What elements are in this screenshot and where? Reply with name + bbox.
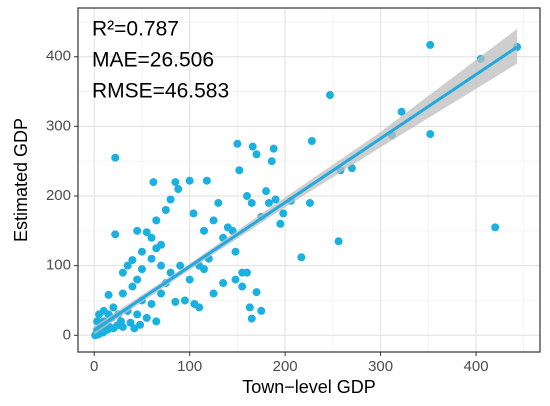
point [185, 176, 194, 185]
point [257, 306, 266, 315]
point [235, 166, 244, 175]
point [104, 290, 113, 299]
point [397, 107, 406, 116]
x-tick-label: 300 [368, 358, 393, 375]
point [231, 247, 240, 256]
x-tick-label: 0 [90, 358, 98, 375]
point [242, 192, 251, 201]
point [133, 275, 142, 284]
point [264, 198, 273, 207]
point [200, 226, 208, 235]
point [233, 139, 242, 148]
point [238, 282, 247, 291]
point [245, 303, 254, 312]
point [426, 130, 435, 139]
point [157, 240, 166, 249]
point [252, 150, 261, 159]
point [137, 265, 146, 274]
point [247, 314, 256, 323]
point [133, 310, 142, 319]
point [157, 261, 166, 270]
point [262, 187, 271, 196]
point [123, 261, 132, 270]
y-tick-label: 0 [63, 326, 71, 343]
point [130, 324, 139, 333]
point [195, 303, 204, 312]
point [219, 279, 228, 288]
point [269, 144, 278, 153]
point [99, 306, 108, 315]
point [152, 216, 161, 225]
point [271, 195, 280, 204]
point [209, 216, 218, 225]
annotation: MAE=26.506 [92, 49, 214, 72]
x-tick-label: 100 [177, 358, 202, 375]
point [118, 268, 127, 277]
panel-border [77, 7, 541, 353]
point [142, 313, 151, 322]
point [111, 230, 120, 239]
point [126, 318, 135, 327]
point [166, 195, 175, 204]
point [202, 176, 211, 185]
point [152, 317, 161, 326]
point [157, 289, 166, 298]
point [279, 209, 288, 218]
point [136, 320, 145, 329]
point [109, 303, 118, 312]
y-tick-label: 400 [46, 48, 71, 65]
fit-line [93, 45, 518, 332]
point [147, 233, 156, 242]
point [209, 289, 218, 298]
point [147, 299, 156, 308]
point [142, 228, 151, 237]
x-tick-label: 200 [273, 358, 298, 375]
point [118, 289, 127, 298]
x-axis-label: Town−level GDP [242, 377, 376, 397]
y-axis-label: Estimated GDP [11, 118, 31, 242]
point [267, 157, 276, 166]
annotation: R²=0.787 [92, 18, 179, 41]
point [426, 40, 435, 49]
x-tick-label: 400 [464, 358, 489, 375]
point [491, 223, 500, 232]
point [231, 275, 240, 284]
point [176, 261, 185, 270]
point [276, 219, 285, 228]
point [161, 205, 170, 214]
point [247, 198, 256, 207]
point [128, 256, 137, 265]
point [242, 268, 251, 277]
point [149, 178, 158, 187]
point [214, 198, 223, 207]
point [128, 282, 137, 291]
point [307, 137, 316, 146]
point [171, 178, 180, 187]
point [185, 275, 194, 284]
point [137, 247, 146, 256]
point [334, 237, 343, 246]
point [147, 254, 156, 263]
point [326, 91, 334, 100]
point [180, 296, 189, 305]
y-tick-label: 200 [46, 187, 71, 204]
y-tick-label: 100 [46, 257, 71, 274]
point [111, 153, 120, 162]
annotation: RMSE=46.583 [92, 80, 229, 103]
point [200, 265, 208, 274]
point [248, 142, 257, 151]
point [297, 253, 306, 262]
point [171, 297, 180, 306]
point [305, 198, 314, 207]
point [174, 185, 183, 194]
point [133, 226, 142, 235]
point [189, 209, 198, 218]
point [166, 268, 175, 277]
y-tick-label: 300 [46, 117, 71, 134]
point [252, 288, 261, 297]
point [118, 322, 127, 331]
